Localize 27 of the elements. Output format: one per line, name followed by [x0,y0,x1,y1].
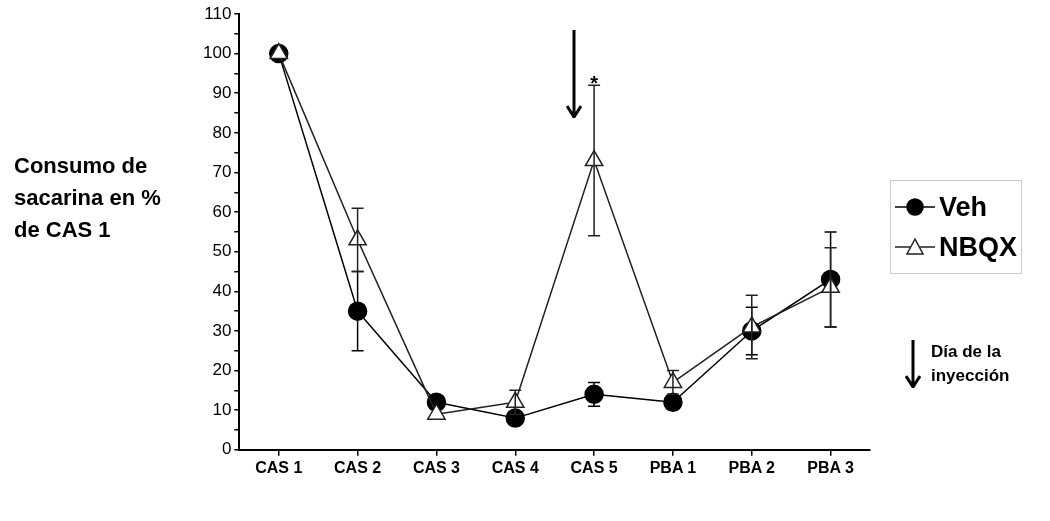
x-tick-label: CAS 4 [491,458,539,476]
y-tick-label: 70 [212,162,232,182]
y-axis-title: Consumo de sacarina en % de CAS 1 [14,152,162,244]
x-tick-label: CAS 5 [570,458,618,476]
y-tick-label: 30 [212,320,232,340]
point [663,392,683,413]
y-tick-label: 40 [212,281,232,301]
y-tick-label: 110 [204,3,232,23]
x-tick-label: CAS 2 [334,458,382,476]
y-tick-label: 20 [212,360,232,380]
y-tick-label: 90 [212,82,232,102]
x-tick-label: PBA 1 [649,458,697,476]
point [347,301,368,321]
x-tick-label: PBA 2 [728,458,776,476]
y-tick-label: 10 [212,399,232,419]
legend-label: Veh [939,191,988,223]
y-tick-label: 60 [212,201,232,221]
annotation: * [590,71,599,94]
y-tick-label: 100 [202,43,232,63]
y-tick-label: 50 [212,241,232,261]
y-tick-label: 80 [212,122,232,142]
x-tick-label: PBA 3 [807,458,854,476]
x-tick-label: CAS 1 [255,458,303,476]
legend-label: NBQX [939,231,1018,263]
y-tick-label: 0 [221,439,232,459]
text: Día de la inyección [931,341,1011,387]
x-tick-label: CAS 3 [412,458,461,476]
